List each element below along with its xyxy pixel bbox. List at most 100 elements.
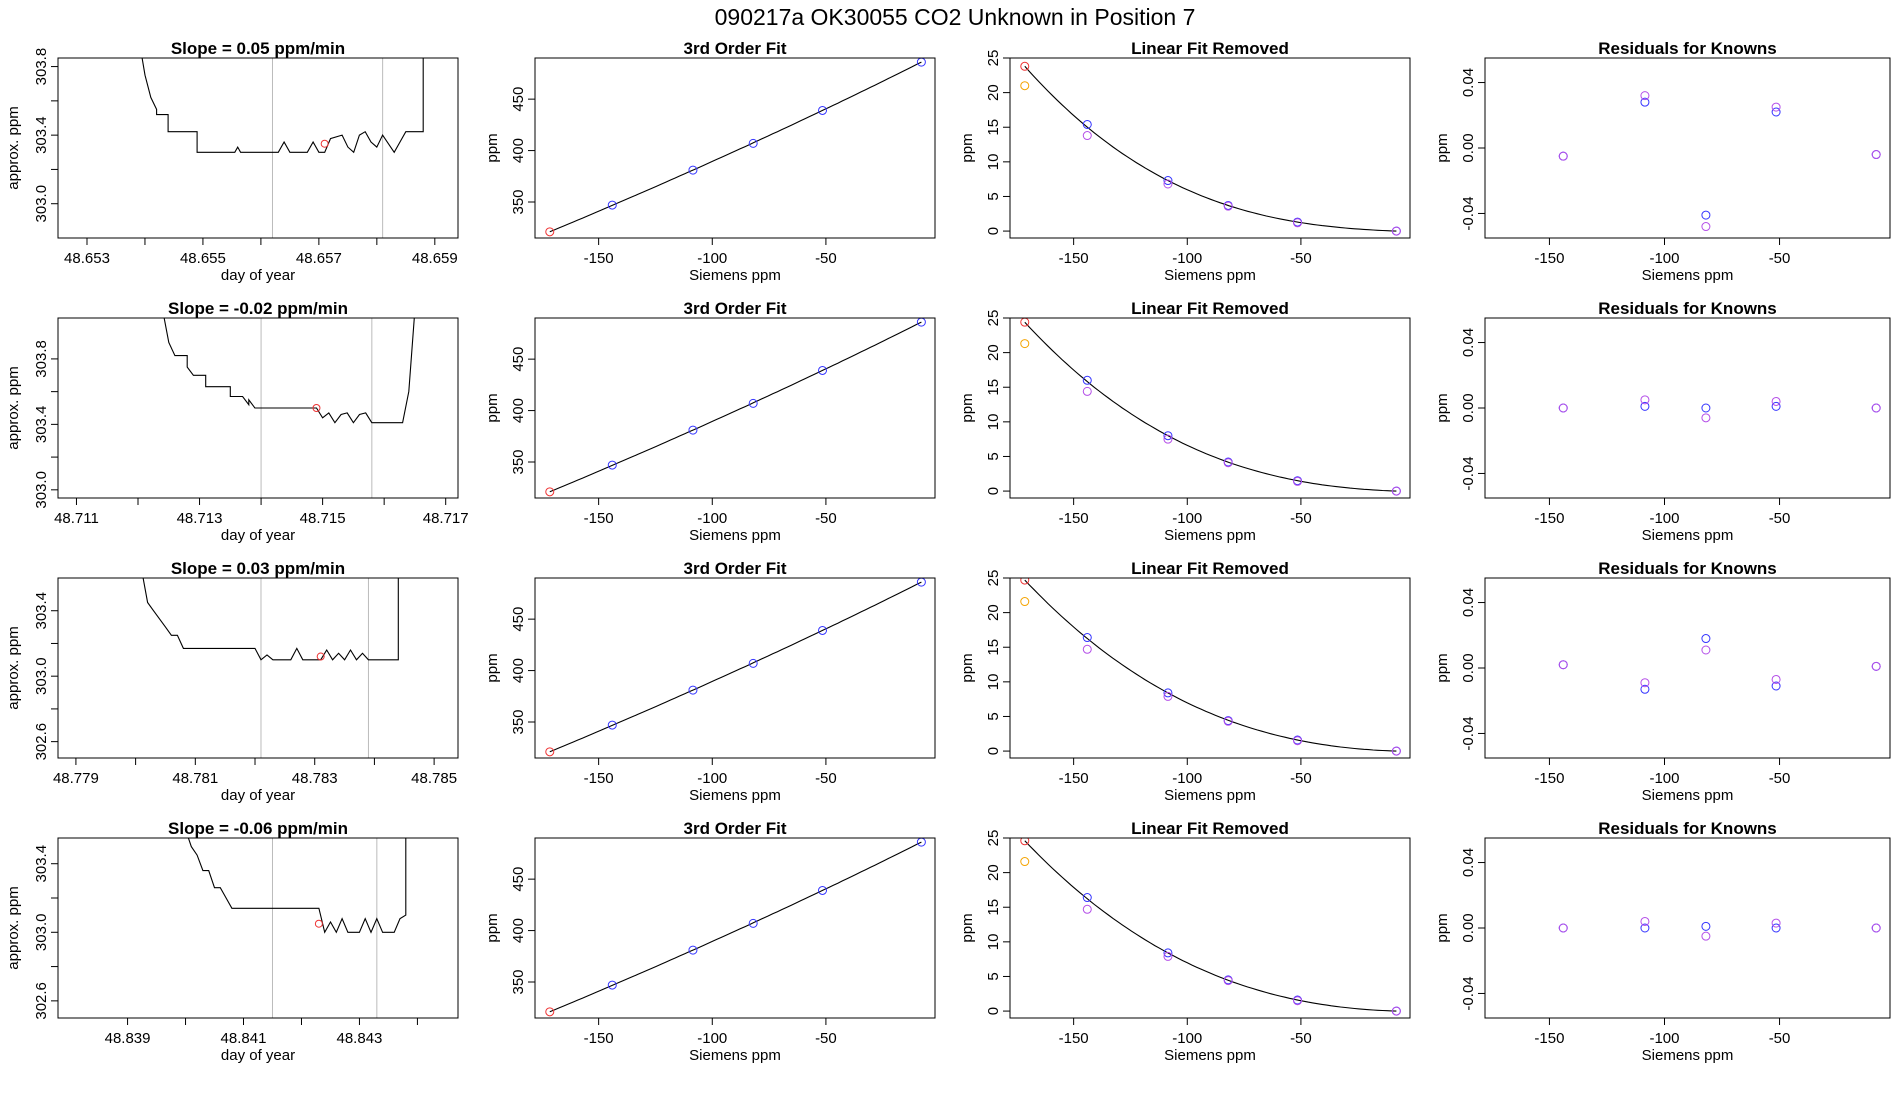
data-point bbox=[1391, 226, 1401, 236]
residual-point bbox=[1771, 923, 1781, 933]
y-tick-label: 0 bbox=[985, 227, 1002, 235]
x-tick-label: 48.841 bbox=[221, 1030, 267, 1047]
y-tick-label: 0.04 bbox=[1460, 68, 1477, 97]
y-tick-label: 15 bbox=[985, 379, 1002, 396]
x-tick-label: -150 bbox=[584, 250, 614, 267]
residual-point bbox=[1701, 222, 1711, 232]
unknown-point-alt bbox=[1020, 857, 1030, 867]
panel-title: Residuals for Knowns bbox=[1598, 39, 1777, 58]
panel-title: Residuals for Knowns bbox=[1598, 299, 1777, 318]
data-point bbox=[818, 625, 827, 635]
x-tick-label: 48.717 bbox=[423, 510, 469, 527]
data-point bbox=[1293, 736, 1302, 746]
data-point bbox=[1163, 179, 1173, 189]
plot-area bbox=[1020, 838, 1401, 1016]
data-point bbox=[1163, 948, 1173, 958]
y-tick-label: 0 bbox=[985, 747, 1002, 755]
y-tick-label: 303.4 bbox=[33, 845, 50, 883]
data-point bbox=[1082, 893, 1092, 903]
panel-time-1: Slope = 0.05 ppm/min 48.653 48.655 48.657 48… bbox=[5, 39, 459, 284]
x-axis-label: Siemens ppm bbox=[689, 527, 781, 544]
y-tick-label: 303.0 bbox=[33, 657, 50, 695]
series-line bbox=[187, 838, 407, 934]
x-tick-label: -100 bbox=[697, 510, 727, 527]
x-tick-label: -150 bbox=[1059, 510, 1089, 527]
y-tick-label: 10 bbox=[985, 414, 1002, 431]
unknown-point bbox=[1020, 578, 1030, 585]
plot-frame bbox=[1009, 837, 1411, 1019]
panel-linrem-2: Linear Fit Removed -150 -100 -50 0 5 10 15 20 25 S… bbox=[959, 299, 1411, 544]
x-tick-label: -150 bbox=[1059, 770, 1089, 787]
y-axis-label: ppm bbox=[484, 393, 501, 422]
x-axis-label: Siemens ppm bbox=[1642, 527, 1734, 544]
unknown-point-alt bbox=[1020, 81, 1030, 91]
x-tick-label: -100 bbox=[1649, 770, 1679, 787]
x-axis-label: day of year bbox=[221, 787, 295, 804]
x-tick-label: -50 bbox=[1290, 770, 1312, 787]
y-tick-label: 0.00 bbox=[1460, 393, 1477, 422]
x-tick-label: -100 bbox=[1172, 770, 1202, 787]
panel-title: 3rd Order Fit bbox=[684, 559, 787, 578]
panel-title: Slope = -0.06 ppm/min bbox=[168, 819, 348, 838]
x-axis-label: day of year bbox=[221, 1047, 295, 1064]
plot-area bbox=[1558, 91, 1881, 232]
plot-frame bbox=[534, 577, 936, 759]
x-axis-label: Siemens ppm bbox=[1164, 267, 1256, 284]
residual-point bbox=[1701, 403, 1711, 413]
plot-area bbox=[545, 838, 926, 1017]
y-tick-label: -0.04 bbox=[1460, 716, 1477, 750]
plot-frame bbox=[1009, 317, 1411, 499]
plot-area bbox=[163, 318, 415, 498]
y-tick-label: 20 bbox=[985, 84, 1002, 101]
y-tick-label: 303.4 bbox=[33, 116, 50, 154]
y-tick-label: 20 bbox=[985, 604, 1002, 621]
plot-area bbox=[545, 318, 926, 497]
plot-frame bbox=[1484, 317, 1891, 499]
series-line bbox=[163, 318, 415, 424]
x-axis-label: Siemens ppm bbox=[689, 1047, 781, 1064]
data-point bbox=[607, 980, 617, 990]
data-point bbox=[1082, 375, 1092, 385]
fit-curve bbox=[549, 841, 922, 1013]
x-tick-label: -50 bbox=[1290, 1030, 1312, 1047]
y-axis-label: approx. ppm bbox=[5, 106, 22, 189]
x-tick-label: -150 bbox=[1534, 770, 1564, 787]
y-tick-label: 0.00 bbox=[1460, 133, 1477, 162]
y-tick-label: 302.6 bbox=[33, 723, 50, 761]
residual-point bbox=[1871, 923, 1881, 933]
data-point bbox=[688, 685, 698, 695]
x-tick-label: 48.713 bbox=[177, 510, 223, 527]
data-point bbox=[1082, 904, 1092, 914]
x-tick-label: -100 bbox=[1172, 1030, 1202, 1047]
panel-grid: Slope = 0.05 ppm/min 48.653 48.655 48.657 48… bbox=[5, 39, 1891, 1064]
x-tick-label: -150 bbox=[1059, 250, 1089, 267]
x-tick-label: -100 bbox=[1649, 1030, 1679, 1047]
unknown-point bbox=[1020, 61, 1030, 71]
data-point bbox=[545, 747, 555, 757]
residual-point bbox=[1640, 401, 1650, 411]
y-tick-label: 15 bbox=[985, 119, 1002, 136]
residual-point bbox=[1771, 107, 1781, 117]
residual-point bbox=[1558, 151, 1568, 161]
data-point bbox=[748, 398, 758, 408]
plot-area bbox=[1558, 634, 1881, 694]
panel-title: Slope = -0.02 ppm/min bbox=[168, 299, 348, 318]
y-tick-label: 10 bbox=[985, 674, 1002, 691]
plot-frame bbox=[57, 317, 459, 499]
y-tick-label: 450 bbox=[510, 347, 527, 372]
y-axis-label: ppm bbox=[1434, 913, 1451, 942]
panel-fit3-4: 3rd Order Fit -150 -100 -50 350 400 450 Siemens… bbox=[484, 819, 936, 1064]
data-point bbox=[1223, 976, 1233, 986]
data-point bbox=[1082, 131, 1092, 141]
residual-point bbox=[1701, 645, 1711, 655]
residual-point bbox=[1871, 150, 1881, 160]
panel-fit3-2: 3rd Order Fit -150 -100 -50 350 400 450 Siemens… bbox=[484, 299, 936, 544]
y-tick-label: 450 bbox=[510, 87, 527, 112]
y-tick-label: 303.8 bbox=[33, 48, 50, 86]
x-axis-label: Siemens ppm bbox=[1642, 787, 1734, 804]
residual-point bbox=[1640, 97, 1650, 107]
residual-point bbox=[1871, 403, 1881, 413]
plot-frame bbox=[1484, 577, 1891, 759]
data-point bbox=[545, 227, 555, 237]
y-tick-label: -0.04 bbox=[1460, 196, 1477, 230]
